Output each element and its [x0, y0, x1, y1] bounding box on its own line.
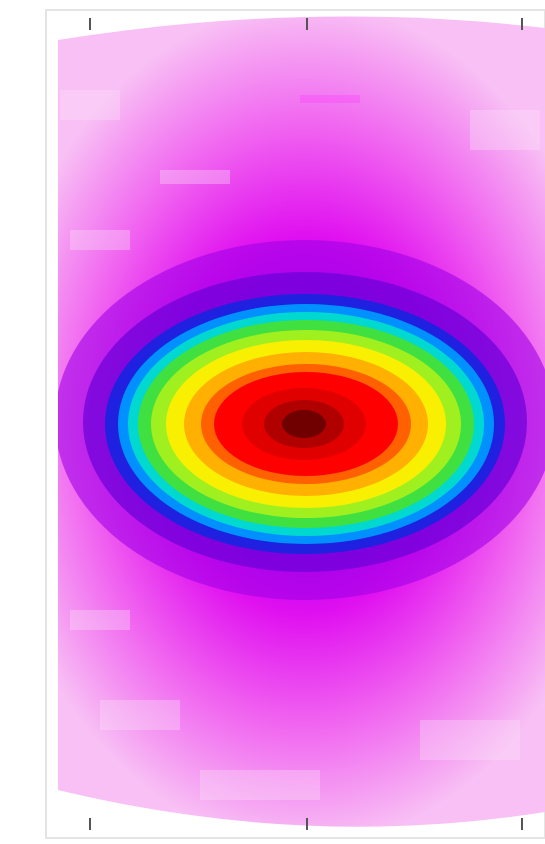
heatmap	[55, 10, 545, 840]
polar-heatmap	[0, 0, 545, 844]
page	[0, 0, 545, 844]
